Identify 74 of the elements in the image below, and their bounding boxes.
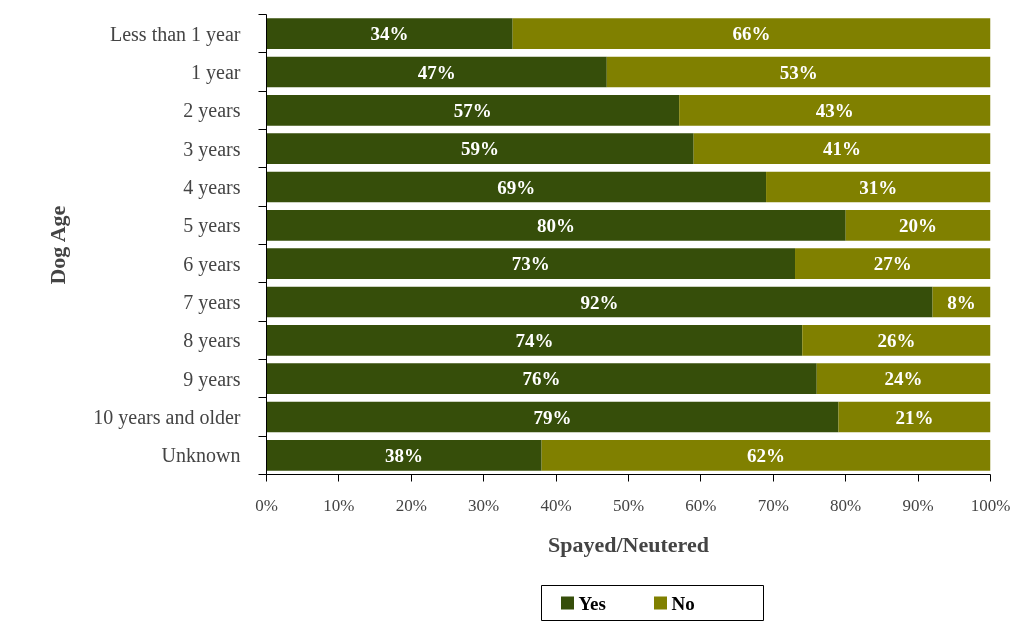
bar — [266, 133, 694, 164]
data-label: 24% — [884, 368, 923, 390]
y-tick-label: 8 years — [183, 329, 241, 353]
x-tick-label: 30% — [468, 495, 500, 515]
data-label: 66% — [732, 23, 771, 45]
bar — [266, 286, 933, 318]
data-label: 27% — [873, 253, 912, 275]
data-label: 80% — [537, 214, 576, 236]
data-label: 59% — [461, 138, 500, 160]
y-tick-label: 2 years — [183, 99, 241, 123]
x-tick-label: 0% — [255, 495, 278, 515]
bar — [845, 210, 991, 241]
bar — [766, 171, 991, 203]
data-label: 74% — [515, 329, 554, 351]
data-label: 41% — [823, 138, 862, 160]
data-label: 34% — [370, 23, 409, 45]
bar — [679, 95, 991, 126]
data-label: 57% — [453, 99, 492, 121]
data-label: 20% — [899, 214, 938, 236]
data-label: 8% — [947, 291, 976, 313]
y-tick-label: Less than 1 year — [109, 22, 241, 46]
bar — [266, 325, 803, 356]
data-label: 26% — [877, 329, 916, 351]
bar — [266, 56, 607, 88]
legend-label: No — [671, 592, 695, 614]
data-label: 47% — [417, 61, 456, 83]
bar — [838, 401, 991, 433]
data-label: 53% — [779, 61, 818, 83]
y-tick-label: 3 years — [183, 137, 241, 161]
bar — [512, 18, 991, 49]
x-tick-label: 100% — [970, 495, 1011, 515]
data-label: 43% — [815, 99, 854, 121]
bar — [266, 171, 767, 203]
y-tick-label: 5 years — [183, 214, 241, 238]
data-label: 79% — [533, 406, 572, 428]
bar — [266, 401, 839, 433]
y-tick-label: 1 year — [191, 61, 241, 84]
data-label: 69% — [497, 176, 536, 198]
x-tick-label: 80% — [830, 495, 862, 515]
bar — [266, 440, 542, 471]
bar — [266, 210, 846, 241]
legend-label: Yes — [578, 592, 606, 614]
y-tick-label: 4 years — [183, 176, 241, 199]
bar — [541, 440, 991, 471]
bar — [606, 56, 991, 88]
bar — [802, 325, 991, 356]
data-label: 38% — [385, 444, 424, 466]
bar — [693, 133, 991, 164]
y-tick-label: Unknown — [161, 444, 241, 467]
x-tick-label: 20% — [395, 495, 427, 515]
y-tick-label: 9 years — [183, 367, 241, 391]
bar — [266, 95, 680, 126]
x-axis-title: Spayed/Neutered — [548, 531, 709, 557]
x-tick-label: 90% — [902, 495, 934, 515]
data-label: 21% — [895, 406, 934, 428]
data-label: 76% — [522, 368, 561, 390]
data-label: 31% — [859, 176, 898, 198]
x-tick-label: 70% — [757, 495, 789, 515]
bar — [816, 363, 991, 394]
x-tick-label: 50% — [612, 495, 645, 515]
bar — [266, 248, 796, 279]
y-tick-label: 10 years and older — [93, 406, 241, 429]
data-label: 62% — [747, 444, 786, 466]
bar — [795, 248, 991, 279]
y-tick-label: 7 years — [183, 291, 241, 314]
y-tick-label: 6 years — [183, 252, 241, 276]
x-tick-label: 10% — [323, 495, 355, 515]
y-axis-title: Dog Age — [45, 205, 71, 285]
x-tick-label: 40% — [540, 495, 572, 515]
data-label: 92% — [580, 291, 619, 313]
bar — [266, 363, 817, 394]
data-label: 73% — [511, 253, 550, 275]
x-tick-label: 60% — [685, 495, 717, 515]
bar — [266, 18, 513, 49]
